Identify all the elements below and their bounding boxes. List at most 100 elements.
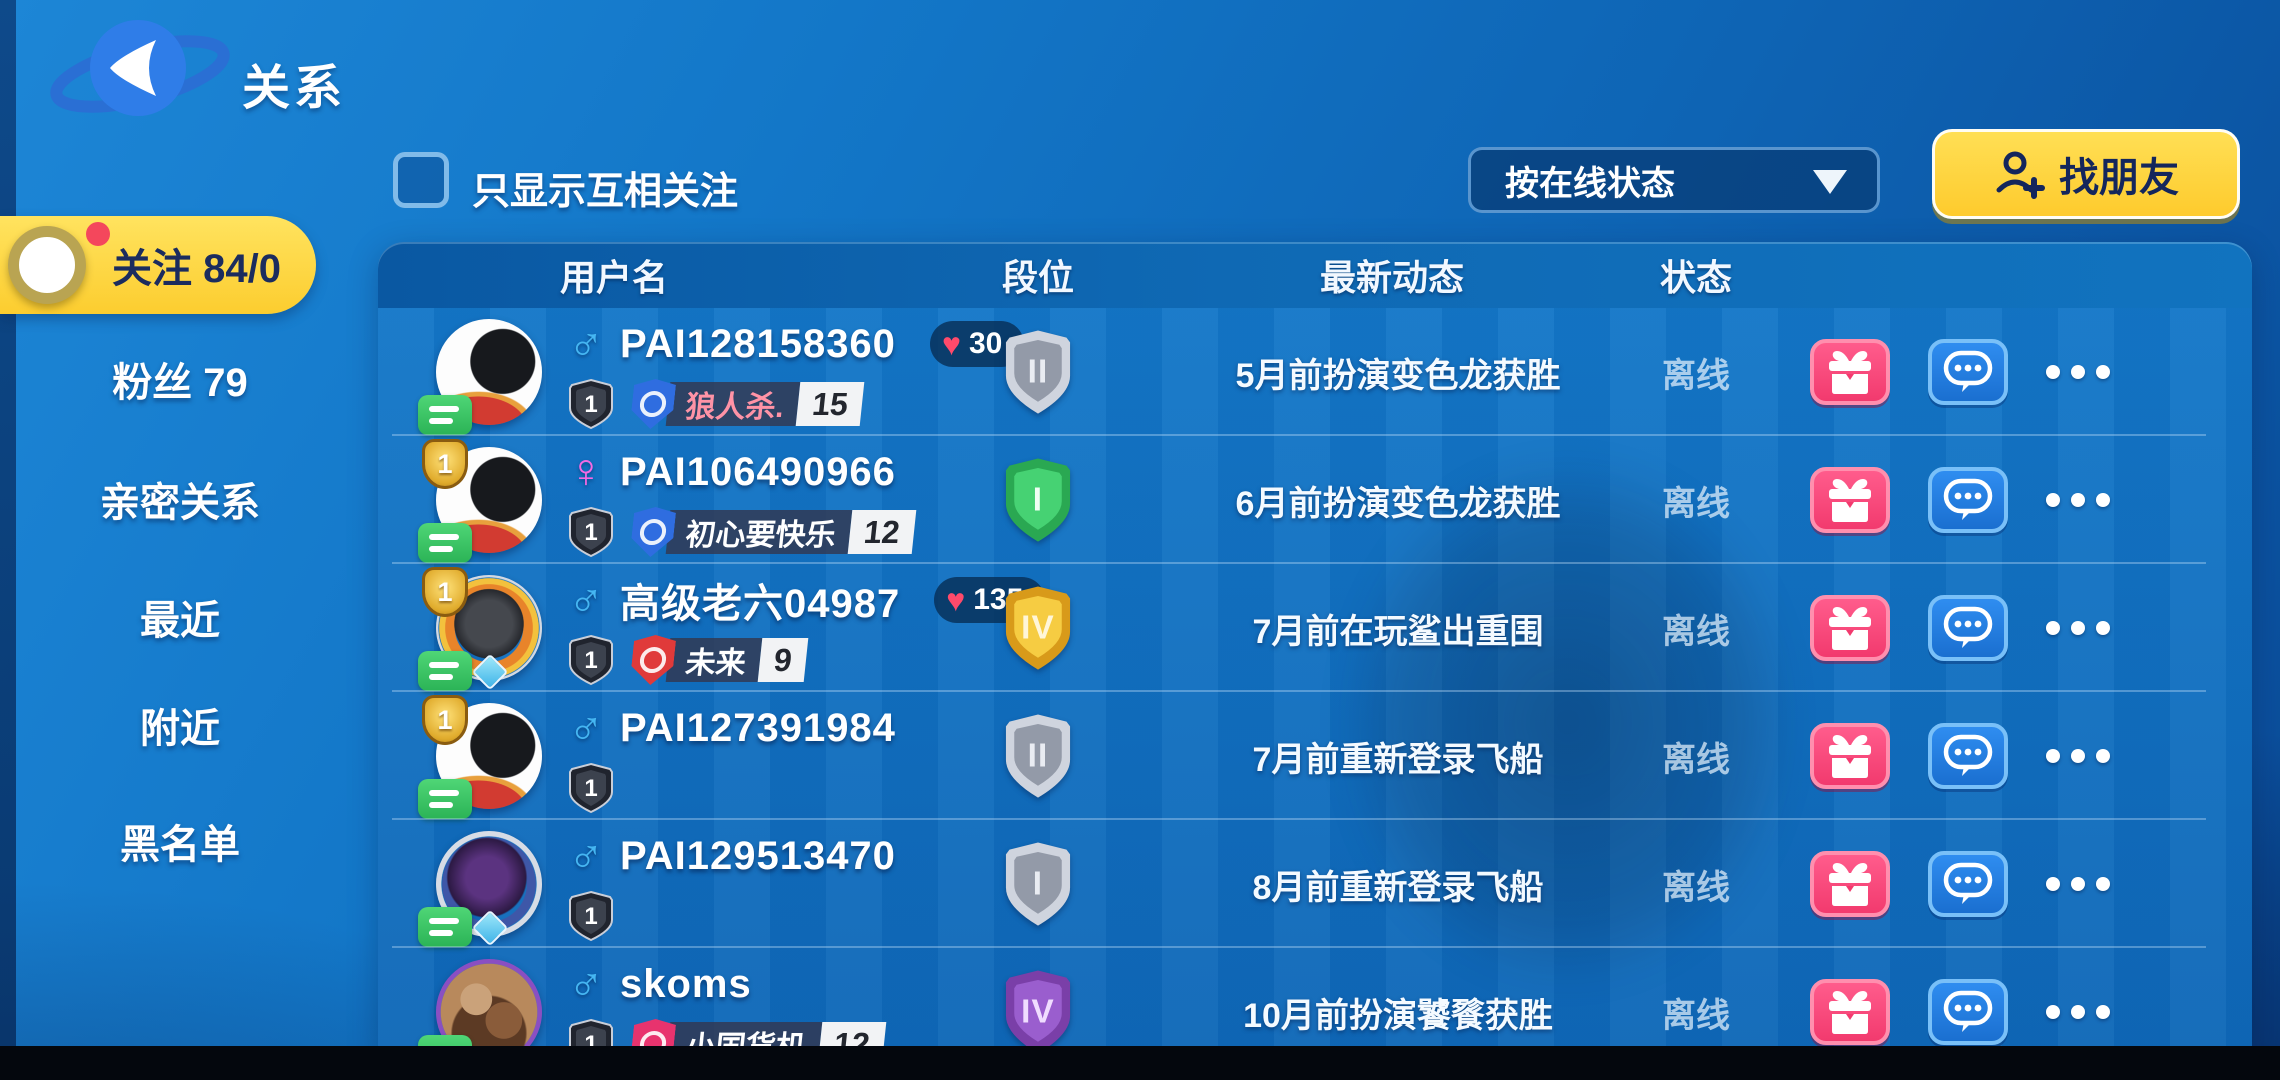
latest-activity: 8月前重新登录飞船: [1252, 868, 1544, 907]
chat-icon: [1943, 606, 1993, 648]
send-gift-button[interactable]: [1810, 851, 1890, 917]
sidebar-tab-recent[interactable]: 最近: [140, 599, 220, 643]
send-gift-button[interactable]: [1810, 979, 1890, 1045]
svg-text:I: I: [1033, 866, 1043, 903]
send-gift-button[interactable]: [1810, 723, 1890, 789]
level-badge: 1: [569, 506, 613, 558]
clan-name: 未来: [665, 638, 763, 682]
avatar[interactable]: 1: [418, 695, 542, 819]
mutual-follow-checkbox[interactable]: [393, 152, 449, 208]
level-badge: 1: [569, 634, 613, 686]
chat-icon: [1943, 990, 1993, 1032]
header-rank: 段位: [1001, 257, 1074, 298]
header-activity: 最新动态: [1319, 257, 1464, 298]
online-status-dropdown-value: 按在线状态: [1505, 164, 1675, 203]
sidebar-tab-fans[interactable]: 粉丝 79: [112, 361, 248, 405]
latest-activity: 7月前在玩鲨出重围: [1252, 612, 1544, 651]
clan-value: 9: [757, 638, 809, 682]
send-gift-button[interactable]: [1810, 467, 1890, 533]
exchange-icon: [418, 395, 472, 435]
clan-value: 15: [796, 382, 865, 426]
friend-rows: ♂ PAI128158360 ♥ 30 1 狼人杀. 15: [378, 308, 2252, 1054]
username: PAI106490966: [620, 449, 896, 494]
find-friends-button[interactable]: 找朋友: [1932, 129, 2240, 219]
latest-activity: 7月前重新登录飞船: [1252, 740, 1544, 779]
online-status-dropdown[interactable]: 按在线状态: [1468, 147, 1880, 213]
avatar[interactable]: [418, 959, 542, 1054]
chat-button[interactable]: [1928, 595, 2008, 661]
more-options-button[interactable]: [2046, 870, 2132, 898]
user-info: ♀ PAI106490966 ♥ 1 初心要快乐 12: [568, 436, 1328, 564]
avatar[interactable]: [418, 831, 542, 947]
more-options-button[interactable]: [2046, 998, 2132, 1026]
rank1-medal: 1: [422, 567, 468, 617]
header-username: 用户名: [560, 257, 669, 298]
chat-button[interactable]: [1928, 723, 2008, 789]
heart-icon: ♥: [946, 582, 966, 618]
heart-count: 30: [968, 327, 1003, 360]
level-badge: 1: [569, 762, 613, 814]
page-title: 关系: [242, 62, 347, 115]
more-options-button[interactable]: [2046, 486, 2132, 514]
svg-text:II: II: [1028, 354, 1049, 391]
more-options-button[interactable]: [2046, 358, 2132, 386]
chat-icon: [1943, 350, 1993, 392]
more-options-button[interactable]: [2046, 614, 2132, 642]
chat-button[interactable]: [1928, 339, 2008, 405]
clan-value: 12: [847, 510, 916, 554]
chat-button[interactable]: [1928, 851, 2008, 917]
avatar[interactable]: [418, 319, 542, 435]
status-text: 离线: [1662, 612, 1730, 651]
rank-badge: IV: [1005, 970, 1071, 1054]
friend-row: ♂ PAI128158360 ♥ 30 1 狼人杀. 15: [378, 308, 2252, 436]
sidebar-tab-following-label: 关注 84/0: [112, 247, 281, 291]
find-friends-label: 找朋友: [2059, 156, 2179, 200]
status-text: 离线: [1662, 740, 1730, 779]
rank1-medal: 1: [422, 695, 468, 745]
add-friend-icon: [1996, 151, 2045, 199]
back-arrow-icon: [110, 40, 156, 96]
chat-button[interactable]: [1928, 467, 2008, 533]
avatar[interactable]: 1: [418, 567, 542, 691]
username: PAI129513470: [620, 833, 896, 878]
back-button[interactable]: [48, 4, 232, 140]
gender-icon: ♂: [568, 317, 604, 370]
svg-text:I: I: [1033, 482, 1043, 519]
avatar[interactable]: 1: [418, 439, 542, 563]
exchange-icon: [418, 907, 472, 947]
mutual-follow-label: 只显示互相关注: [472, 171, 739, 213]
chat-icon: [1943, 862, 1993, 904]
chat-button[interactable]: [1928, 979, 2008, 1045]
svg-text:1: 1: [584, 519, 597, 546]
latest-activity: 10月前扮演饕餮获胜: [1243, 996, 1553, 1035]
svg-text:1: 1: [584, 775, 597, 802]
level-badge: 1: [569, 890, 613, 942]
status-text: 离线: [1662, 484, 1730, 523]
send-gift-button[interactable]: [1810, 595, 1890, 661]
friend-row: ♂ skoms ♥ 1 小国货机 12: [378, 948, 2252, 1054]
header-status: 状态: [1659, 257, 1732, 298]
latest-activity: 5月前扮演变色龙获胜: [1235, 356, 1561, 395]
user-info: ♂ PAI128158360 ♥ 30 1 狼人杀. 15: [568, 308, 1328, 436]
gender-icon: ♂: [568, 573, 604, 626]
rank-badge: II: [1005, 714, 1071, 798]
chat-icon: [1943, 478, 1993, 520]
clan-name: 初心要快乐: [665, 510, 853, 554]
rank1-medal: 1: [422, 439, 468, 489]
bottom-letterbox-bar: [0, 1046, 2280, 1080]
rank-badge: IV: [1005, 586, 1071, 670]
status-text: 离线: [1662, 356, 1730, 395]
more-options-button[interactable]: [2046, 742, 2132, 770]
exchange-icon: [418, 779, 472, 819]
friend-row: 1 ♂ PAI127391984 ♥ 1: [378, 692, 2252, 820]
sidebar-tab-blacklist[interactable]: 黑名单: [120, 823, 240, 867]
svg-text:1: 1: [584, 647, 597, 674]
sidebar-tab-close-relations[interactable]: 亲密关系: [100, 481, 260, 525]
clan-name: 狼人杀.: [665, 382, 801, 426]
sidebar-tab-nearby[interactable]: 附近: [140, 707, 220, 751]
sidebar-knob[interactable]: [8, 226, 86, 304]
exchange-icon: [418, 523, 472, 563]
clan-badge: 未来 9: [629, 635, 809, 685]
send-gift-button[interactable]: [1810, 339, 1890, 405]
